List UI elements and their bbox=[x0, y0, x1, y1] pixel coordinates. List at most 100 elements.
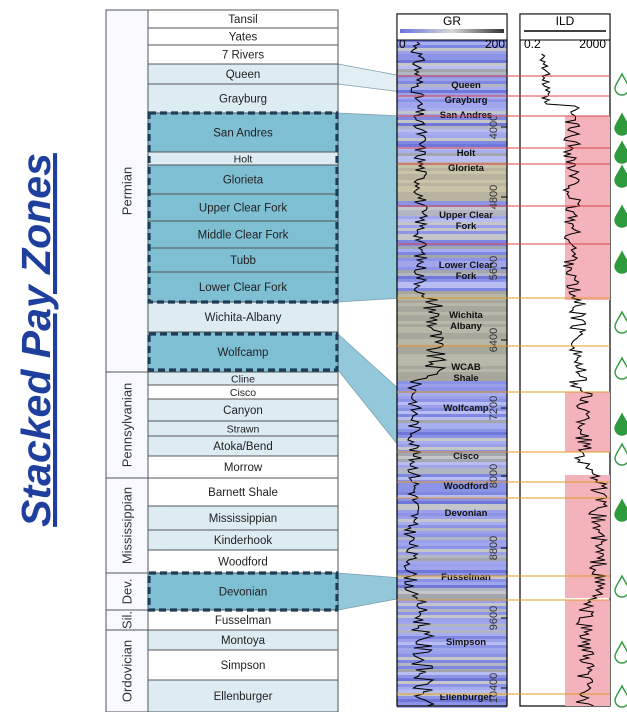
gr-band bbox=[397, 408, 507, 411]
gr-band bbox=[397, 204, 507, 207]
gr-band bbox=[397, 375, 507, 378]
formation-label: San Andres bbox=[213, 128, 273, 140]
gr-band bbox=[397, 171, 507, 174]
gr-band bbox=[397, 270, 507, 273]
gr-band bbox=[397, 393, 507, 396]
formation-label: Grayburg bbox=[219, 94, 267, 106]
gr-band bbox=[397, 474, 507, 477]
gr-min: 0 bbox=[399, 37, 406, 51]
gr-band bbox=[397, 534, 507, 537]
gr-band bbox=[397, 69, 507, 72]
gr-band bbox=[397, 54, 507, 57]
gr-band bbox=[397, 429, 507, 432]
gr-band bbox=[397, 180, 507, 183]
ild-name: ILD bbox=[556, 14, 575, 28]
gr-band bbox=[397, 255, 507, 258]
log-zone-label: Wichita Albany bbox=[449, 310, 483, 332]
gr-band bbox=[397, 381, 507, 384]
gr-band bbox=[397, 213, 507, 216]
ild-curve bbox=[539, 53, 609, 707]
formation-cell bbox=[147, 112, 339, 153]
gr-max: 200 bbox=[485, 37, 505, 51]
gr-band bbox=[397, 615, 507, 618]
gr-band bbox=[397, 552, 507, 555]
gr-band bbox=[397, 645, 507, 648]
formation-label: Simpson bbox=[221, 660, 266, 672]
gr-band bbox=[397, 108, 507, 111]
gr-band bbox=[397, 240, 507, 243]
log-zone-label: San Andres bbox=[440, 110, 492, 121]
period-cell bbox=[105, 477, 149, 574]
gr-band bbox=[397, 522, 507, 525]
gr-band bbox=[397, 585, 507, 588]
gr-band bbox=[397, 237, 507, 240]
gr-band bbox=[397, 423, 507, 426]
gr-band bbox=[397, 177, 507, 180]
gr-band bbox=[397, 492, 507, 495]
gr-track: GR 0 200 4000 4800 5600 6400 7200 8000 8800 9600 10… bbox=[396, 13, 508, 708]
gr-name: GR bbox=[443, 14, 461, 28]
formation-label: Cisco bbox=[230, 387, 256, 399]
period-label: Permian bbox=[119, 167, 134, 215]
formation-label: Yates bbox=[229, 32, 258, 44]
gr-band bbox=[397, 324, 507, 327]
ild-track: ILD 0.2 2000 bbox=[519, 13, 611, 707]
gr-band bbox=[397, 174, 507, 177]
gr-band bbox=[397, 573, 507, 576]
gr-band bbox=[397, 198, 507, 201]
gr-band bbox=[397, 660, 507, 663]
gr-band bbox=[397, 447, 507, 450]
gr-band bbox=[397, 351, 507, 354]
gr-band bbox=[397, 207, 507, 210]
gr-band bbox=[397, 225, 507, 228]
gr-band bbox=[397, 687, 507, 690]
period-cell bbox=[105, 9, 149, 373]
formation-cell bbox=[147, 193, 339, 222]
gr-band bbox=[397, 624, 507, 627]
gr-band bbox=[397, 165, 507, 168]
gr-band bbox=[397, 414, 507, 417]
gr-band bbox=[397, 696, 507, 699]
formation-label: Queen bbox=[226, 69, 261, 81]
formation-label: Cline bbox=[231, 373, 255, 385]
period-label: Dev. bbox=[119, 579, 134, 605]
gr-band bbox=[397, 405, 507, 408]
gr-band bbox=[397, 513, 507, 516]
formation-label: Holt bbox=[234, 153, 253, 165]
gr-band bbox=[397, 210, 507, 213]
gr-band bbox=[397, 246, 507, 249]
gr-band bbox=[397, 444, 507, 447]
formation-label: Lower Clear Fork bbox=[199, 282, 287, 294]
gr-band bbox=[397, 309, 507, 312]
formation-label: Mississippian bbox=[209, 513, 277, 525]
gr-band bbox=[397, 276, 507, 279]
depth-label: 4000 bbox=[488, 115, 500, 139]
period-label: Sil. bbox=[119, 611, 134, 629]
gr-band bbox=[397, 339, 507, 342]
pay-zone-box bbox=[147, 111, 339, 304]
log-zone-label: Devonian bbox=[445, 508, 488, 519]
gr-band bbox=[397, 633, 507, 636]
gr-band bbox=[397, 441, 507, 444]
ild-shading bbox=[565, 600, 610, 706]
gr-band bbox=[397, 540, 507, 543]
gr-band bbox=[397, 558, 507, 561]
gr-band bbox=[397, 48, 507, 51]
gr-band bbox=[397, 690, 507, 693]
gr-band bbox=[397, 666, 507, 669]
depth-label: 10400 bbox=[488, 673, 500, 704]
gr-band bbox=[397, 516, 507, 519]
gr-band bbox=[397, 702, 507, 705]
gr-band bbox=[397, 651, 507, 654]
gr-band bbox=[397, 432, 507, 435]
gr-band bbox=[397, 300, 507, 303]
formation-label: 7 Rivers bbox=[222, 50, 264, 62]
period-cell bbox=[105, 572, 149, 611]
gr-band bbox=[397, 369, 507, 372]
gr-band bbox=[397, 228, 507, 231]
gr-band bbox=[397, 114, 507, 117]
gr-band bbox=[397, 273, 507, 276]
gr-band bbox=[397, 672, 507, 675]
gr-band bbox=[397, 330, 507, 333]
